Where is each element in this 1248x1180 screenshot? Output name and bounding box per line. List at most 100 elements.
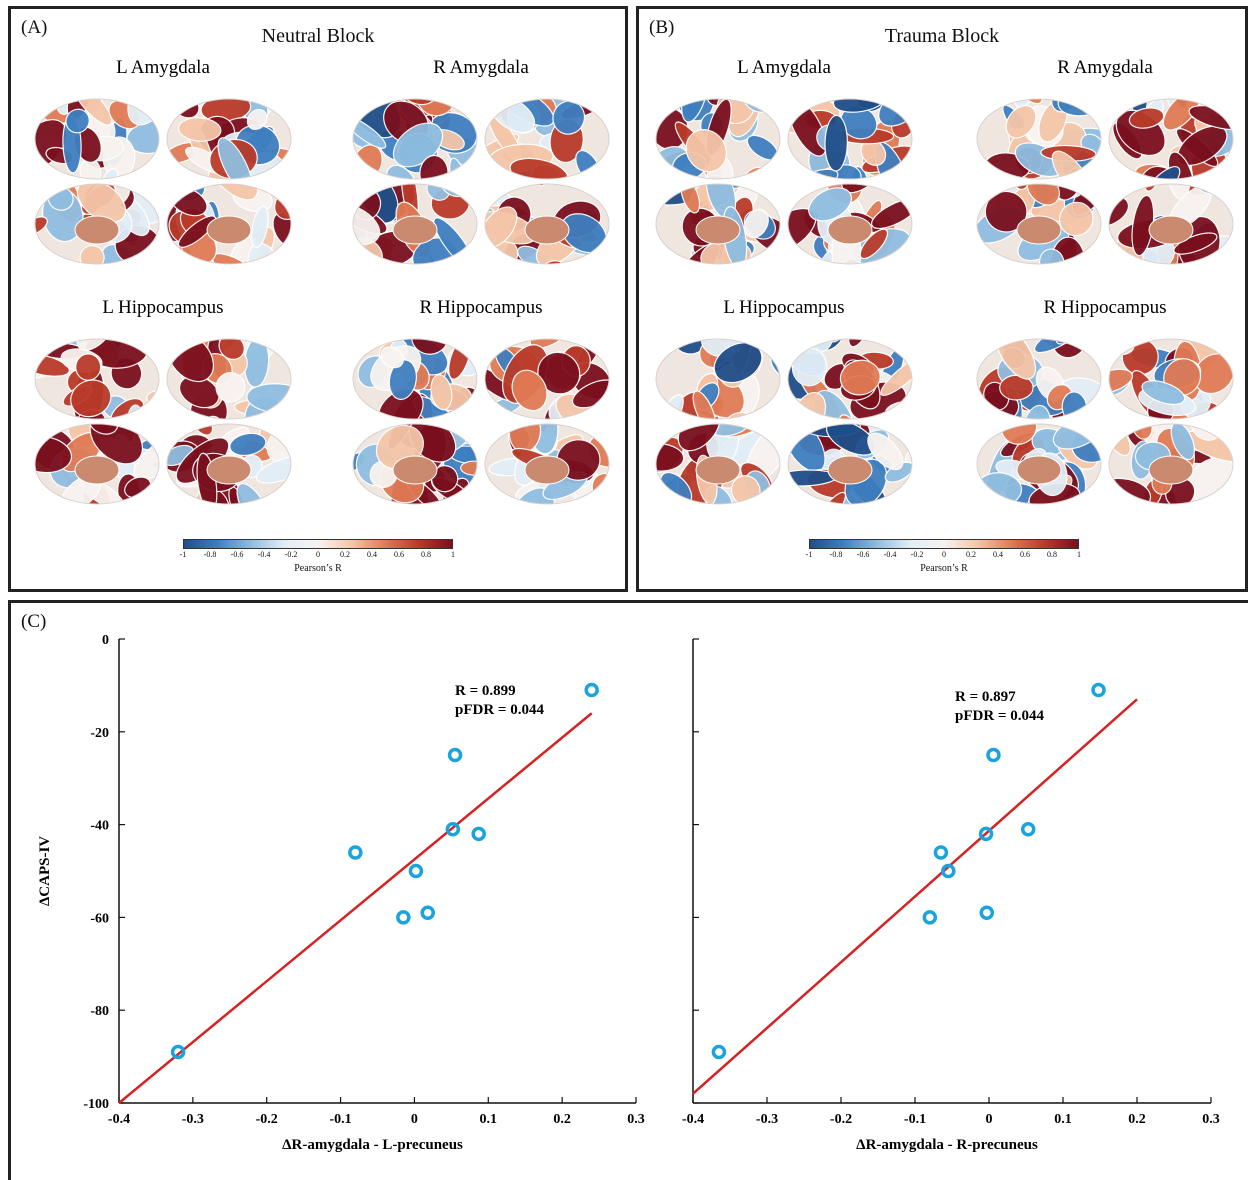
data-point (979, 905, 995, 921)
brain-view (976, 423, 1102, 505)
brain-view (34, 423, 160, 505)
colorbar: -1 -0.8 -0.6 -0.4 -0.2 0 0.2 0.4 0.6 0.8 1 Pearson… (805, 539, 1089, 574)
x-tick-label: 0.3 (1202, 1112, 1220, 1127)
brain-group: L Hippocampus (34, 297, 292, 505)
region-title: R Amygdala (1057, 57, 1153, 78)
brain-view (34, 183, 160, 265)
region-title: L Amygdala (737, 57, 831, 78)
brain-view (787, 98, 913, 180)
region-title: L Hippocampus (102, 297, 223, 318)
x-axis-label: ΔR-amygdala - R-precuneus (856, 1137, 1038, 1153)
colorbar-tick-label: 0 (942, 550, 946, 559)
colorbar-tick-label: 0.4 (367, 550, 377, 559)
x-tick-label: 0 (986, 1112, 993, 1127)
data-point (348, 845, 363, 860)
panel-label: (A) (21, 17, 48, 38)
x-tick-label: 0 (411, 1112, 418, 1127)
x-tick-label: -0.3 (756, 1112, 778, 1127)
brain-group: R Hippocampus (976, 297, 1234, 505)
x-tick-label: -0.2 (256, 1112, 278, 1127)
brain-view (484, 183, 610, 265)
brain-group: R Hippocampus (352, 297, 610, 505)
region-title: L Amygdala (116, 57, 210, 78)
x-tick-label: 0.1 (1054, 1112, 1072, 1127)
x-tick-label: -0.1 (329, 1112, 351, 1127)
x-tick-label: -0.1 (904, 1112, 926, 1127)
brain-view (352, 338, 478, 420)
data-point (986, 747, 1001, 763)
colorbar-tick-label: -0.8 (829, 550, 843, 559)
x-tick-label: -0.2 (830, 1112, 852, 1127)
colorbar-tick-label: -0.2 (284, 550, 298, 559)
data-point (941, 863, 956, 879)
data-point (408, 863, 424, 879)
colorbar-ticks: -1 -0.8 -0.6 -0.4 -0.2 0 0.2 0.4 0.6 0.8 1 (179, 549, 455, 561)
y-tick-label: 0 (102, 633, 109, 648)
colorbar-tick-label: 0.8 (1047, 550, 1057, 559)
y-tick-label: -20 (90, 726, 109, 741)
y-tick-label: -80 (90, 1004, 109, 1019)
brain-maps: L Amygdala R Amygdala L Hippocampus R Hippo… (34, 57, 610, 505)
data-point (170, 1044, 186, 1060)
region-title: R Hippocampus (1044, 297, 1167, 318)
y-axis-label: ΔCAPS-IV (37, 836, 53, 906)
colorbar-tick-label: -0.6 (856, 550, 870, 559)
scatter-plot: -0.4 -0.3 -0.2 -0.1 0 0.1 0.2 0.3 ΔR-amygdala - … (682, 638, 1220, 1153)
brain-view (976, 183, 1102, 265)
brain-view (787, 183, 913, 265)
colorbar-gradient (183, 539, 453, 549)
data-point (396, 910, 411, 925)
colorbar-tick-label: 1 (1077, 550, 1081, 559)
data-point (933, 845, 949, 860)
colorbar-tick-label: 0.4 (993, 550, 1003, 559)
data-point (1091, 682, 1106, 698)
brain-view (655, 183, 781, 265)
brain-view (166, 183, 292, 265)
colorbar-tick-label: -1 (805, 550, 813, 559)
colorbar-tick-label: 0.8 (421, 550, 431, 559)
brain-group: L Amygdala (655, 57, 913, 265)
brain-group: R Amygdala (976, 57, 1234, 265)
data-point (471, 826, 486, 842)
brain-view (1108, 338, 1234, 420)
y-tick-label: -100 (83, 1097, 109, 1112)
scatter-plot: 0 -20 -40 -60 -80 -100-0.4 -0.3 -0.2 -0.1 0 0.1 0.2… (37, 633, 645, 1153)
x-tick-label: 0.1 (480, 1112, 498, 1127)
colorbar-tick-label: -0.4 (883, 550, 897, 559)
brain-view (166, 423, 292, 505)
data-point (445, 821, 461, 837)
data-point (1020, 821, 1036, 837)
data-point (711, 1044, 727, 1060)
panel-c: (C) 0 -20 -40 -60 -80 -100 -0.4 -0.3 -0.2 -0.1 0 0.… (8, 600, 1248, 1180)
data-point (584, 682, 599, 698)
fit-line (692, 698, 1138, 1095)
colorbar-gradient (809, 539, 1079, 549)
colorbar-tick-label: -0.6 (230, 550, 244, 559)
brain-view (484, 338, 610, 420)
brain-view (1108, 423, 1234, 505)
data-point (447, 747, 463, 763)
x-tick-label: 0.2 (1128, 1112, 1146, 1127)
brain-group: L Hippocampus (655, 297, 913, 505)
brain-view (484, 423, 610, 505)
colorbar-tick-label: -1 (179, 550, 187, 559)
region-title: L Hippocampus (723, 297, 844, 318)
brain-view (352, 423, 478, 505)
brain-view (787, 338, 913, 420)
panel-b: (B) Trauma Block L Amygdala R Amygdala L H… (636, 6, 1248, 592)
panel-title: Neutral Block (261, 25, 375, 47)
colorbar-title: Pearson’s R (294, 563, 342, 574)
stat-annotation: pFDR = 0.044 (455, 702, 544, 718)
colorbar-ticks: -1 -0.8 -0.6 -0.4 -0.2 0 0.2 0.4 0.6 0.8 1 (805, 549, 1081, 561)
region-title: R Amygdala (433, 57, 529, 78)
data-point (922, 910, 938, 925)
stat-annotation: pFDR = 0.044 (955, 708, 1044, 724)
y-tick-label: -40 (90, 819, 109, 834)
brain-view (655, 338, 781, 420)
brain-view (1108, 183, 1234, 265)
x-axis-label: ΔR-amygdala - L-precuneus (282, 1137, 463, 1153)
data-point (420, 905, 435, 921)
scatter-plots: 0-20-40-60-80-100-0.4 -0.3 -0.2 -0.1 0 0.1 0.2… (37, 633, 1220, 1153)
colorbar-tick-label: 0.2 (340, 550, 350, 559)
x-tick-label: 0.3 (627, 1112, 645, 1127)
